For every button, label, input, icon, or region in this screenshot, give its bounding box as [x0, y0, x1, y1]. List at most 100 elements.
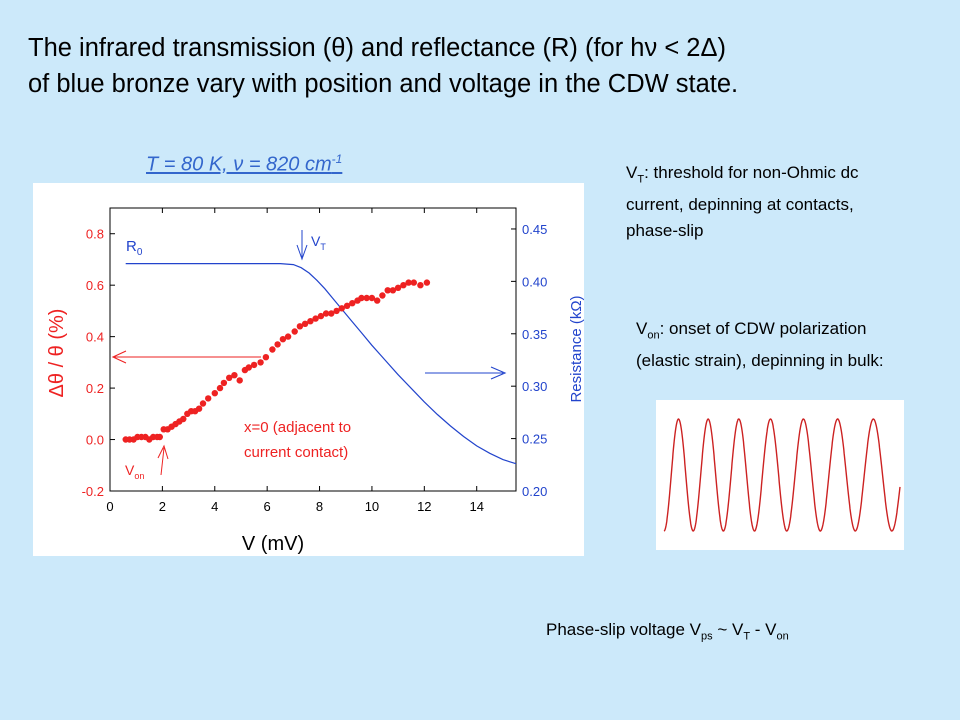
r0-label: R0: [126, 238, 143, 258]
right-tick-label: 0.30: [522, 379, 547, 394]
phase-slip-sub-1: ps: [700, 630, 713, 643]
left-tick-label: 0.6: [86, 278, 104, 293]
phase-slip-text-2: ~ V: [712, 620, 744, 639]
title-line-2: of blue bronze vary with position and vo…: [28, 70, 739, 98]
von-symbol: V: [636, 319, 648, 338]
chart-svg: -0.2 0.0 0.2 0.4 0.6 0.8 0.20 0.25 0.30 0.35 0.40…: [46, 207, 585, 555]
theta-data-point: [205, 395, 212, 402]
theta-data-point: [368, 294, 376, 302]
von-subscript: on: [647, 329, 660, 342]
right-tick-label: 0.40: [522, 274, 547, 289]
theta-data-point: [333, 307, 340, 315]
phase-slip-sub-3: on: [776, 630, 789, 643]
vt-description: : threshold for non-Ohmic dc current, de…: [626, 163, 859, 241]
vt-arrow: [296, 230, 308, 261]
theta-data-point: [199, 400, 207, 407]
left-tick-label: 0.4: [86, 330, 104, 345]
theta-data-point: [226, 374, 233, 381]
theta-data-point: [389, 287, 397, 294]
theta-data-point: [279, 336, 287, 343]
theta-data-point: [312, 315, 319, 322]
theta-data-point: [328, 310, 335, 317]
vt-label: VT: [311, 233, 326, 252]
theta-data-point: [363, 294, 370, 302]
theta-data-point: [405, 279, 412, 286]
x-axis-label: V (mV): [242, 533, 304, 555]
theta-data-point: [180, 415, 187, 423]
vt-subscript: T: [637, 173, 645, 186]
wave-panel: [656, 400, 904, 550]
left-axis-label: Δθ / θ (%): [46, 309, 68, 398]
right-axis-arrow: [425, 366, 507, 380]
theta-data-point: [343, 302, 351, 309]
right-tick-label: 0.25: [522, 432, 547, 447]
theta-data-point: [216, 384, 224, 392]
measurement-condition: T = 80 K, ν = 820 cm-1: [146, 152, 342, 177]
vt-note: VT: threshold for non-Ohmic dc current, …: [626, 160, 906, 244]
theta-data-point: [257, 359, 264, 366]
right-axis: 0.20 0.25 0.30 0.35 0.40 0.45: [511, 222, 547, 499]
theta-data-point: [269, 346, 276, 353]
theta-data-point: [349, 300, 356, 307]
theta-data-point: [384, 287, 391, 294]
condition-exponent: -1: [331, 152, 343, 166]
theta-data-point: [358, 294, 365, 302]
slide-title: The infrared transmission (θ) and reflec…: [28, 30, 938, 102]
wave-svg: [663, 418, 901, 532]
x-axis: 0 2 4 6 8 10 12 14: [106, 208, 484, 514]
plot-frame: [109, 207, 517, 492]
von-description: : onset of CDW polarization (elastic str…: [636, 319, 884, 371]
theta-data-point: [220, 379, 228, 387]
condition-text: T = 80 K, ν = 820 cm: [146, 153, 332, 176]
x-tick-label: 6: [264, 499, 271, 514]
chart-panel: -0.2 0.0 0.2 0.4 0.6 0.8 0.20 0.25 0.30 0.35 0.40…: [33, 183, 585, 556]
vt-symbol: V: [626, 163, 638, 182]
theta-data-point: [236, 377, 243, 384]
left-tick-label: 0.2: [86, 381, 104, 396]
x-tick-label: 2: [159, 499, 166, 514]
theta-data-point: [291, 328, 298, 335]
theta-data-point: [423, 279, 431, 286]
von-label: Von: [125, 462, 144, 481]
right-tick-label: 0.20: [522, 484, 547, 499]
right-axis-label: Resistance (kΩ): [568, 295, 584, 402]
theta-data-point: [211, 390, 218, 397]
theta-data-point: [400, 282, 407, 289]
left-axis: -0.2 0.0 0.2 0.4 0.6 0.8: [82, 227, 115, 499]
phase-slip-sub-2: T: [743, 630, 751, 643]
left-axis-arrow: [111, 350, 261, 364]
x-tick-label: 0: [106, 499, 113, 514]
theta-data-point: [262, 354, 270, 361]
x0-label-line1: x=0 (adjacent to: [244, 419, 351, 436]
theta-data-point: [274, 341, 281, 348]
theta-data-point: [195, 405, 203, 412]
theta-data-point: [317, 312, 325, 320]
von-note: Von: onset of CDW polarization (elastic …: [636, 316, 916, 374]
theta-data-point: [379, 292, 386, 299]
x0-label-line2: current contact): [244, 444, 348, 461]
theta-data-point: [250, 361, 258, 369]
theta-data-point: [245, 364, 252, 371]
theta-data-point: [338, 305, 345, 312]
x-tick-label: 4: [211, 499, 218, 514]
theta-data-point: [394, 284, 402, 291]
phase-slip-text-3: - V: [750, 620, 777, 639]
right-tick-label: 0.45: [522, 222, 547, 237]
von-arrow: [157, 444, 169, 476]
x-tick-label: 10: [365, 499, 379, 514]
theta-series: [122, 279, 431, 443]
theta-data-point: [410, 279, 417, 286]
right-tick-label: 0.35: [522, 327, 547, 342]
compressed-wave-line: [663, 418, 901, 532]
theta-data-point: [322, 310, 330, 317]
theta-data-point: [296, 323, 304, 330]
theta-data-point: [284, 333, 292, 340]
theta-data-point: [231, 372, 238, 379]
title-line-1: The infrared transmission (θ) and reflec…: [28, 34, 727, 62]
theta-data-point: [156, 433, 163, 441]
theta-data-point: [301, 320, 309, 327]
phase-slip-formula: Phase-slip voltage Vps ~ VT - Von: [546, 620, 789, 642]
left-tick-label: -0.2: [82, 484, 104, 499]
theta-data-point: [374, 297, 381, 304]
x-tick-label: 8: [316, 499, 323, 514]
